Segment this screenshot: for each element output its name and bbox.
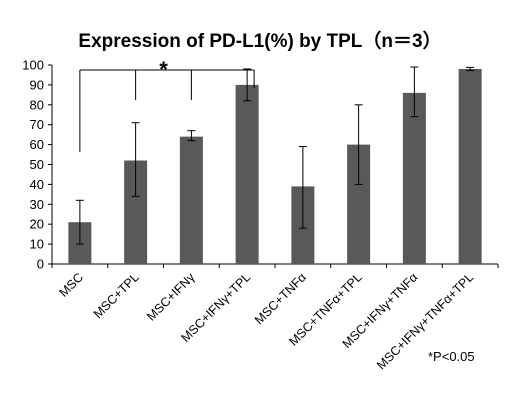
bar bbox=[347, 144, 371, 264]
bar bbox=[402, 92, 426, 264]
axes bbox=[51, 65, 499, 268]
y-tick-label: 40 bbox=[30, 177, 44, 192]
y-tick-label: 50 bbox=[30, 157, 44, 172]
significance-bracket: * bbox=[79, 57, 255, 152]
x-tick-label: MSC bbox=[56, 270, 86, 300]
significance-star: * bbox=[159, 57, 168, 82]
y-tick-label: 0 bbox=[37, 257, 44, 272]
y-tick-label: 90 bbox=[30, 77, 44, 92]
x-tick-label: MSC+TNFα bbox=[252, 270, 309, 327]
x-tick-label: MSC+IFNγ bbox=[144, 270, 198, 324]
y-tick-label: 100 bbox=[22, 58, 44, 73]
error-bars bbox=[75, 66, 475, 245]
bar bbox=[458, 68, 482, 264]
y-tick-label: 10 bbox=[30, 237, 44, 252]
bar bbox=[235, 84, 259, 265]
y-tick-label: 80 bbox=[30, 97, 44, 112]
y-tick-label: 70 bbox=[30, 117, 44, 132]
bar bbox=[179, 136, 203, 264]
y-tick-label: 30 bbox=[30, 197, 44, 212]
y-tick-label: 20 bbox=[30, 217, 44, 232]
y-tick-label: 60 bbox=[30, 137, 44, 152]
significance-note: *P<0.05 bbox=[428, 349, 475, 364]
bar bbox=[124, 160, 148, 264]
x-axis-labels: MSC MSC+TPL MSC+IFNγMSC+IFNγ+TPLMSC+TNFαMS… bbox=[56, 270, 476, 373]
x-tick-label: MSC+TPL bbox=[91, 270, 142, 321]
chart-title: Expression of PD-L1(%) by TPL（n＝3） bbox=[78, 29, 441, 52]
bars bbox=[68, 68, 482, 265]
y-axis-ticks: 0 10 20 30 40 50 60 70 80 90 100 bbox=[22, 58, 52, 272]
